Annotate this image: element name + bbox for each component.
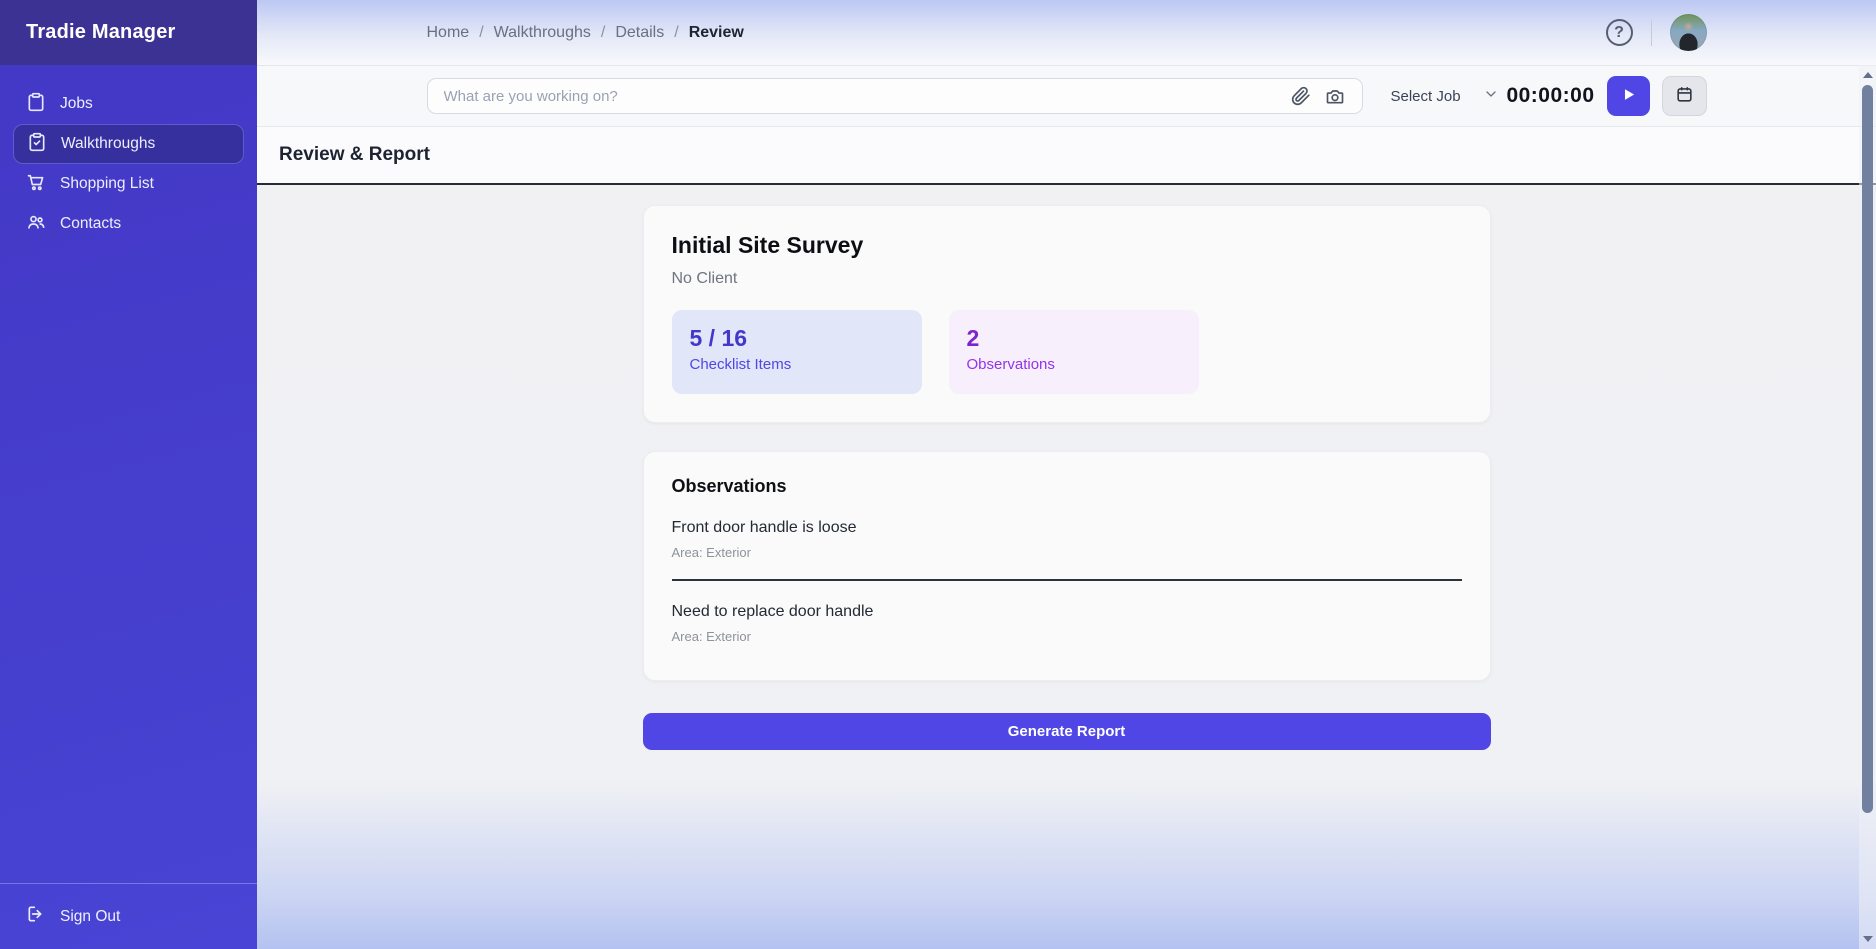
scrollbar-up-arrow[interactable] [1859,67,1876,83]
logout-icon [26,904,46,929]
timer-group: 00:00:00 [1506,76,1707,116]
scrollbar-down-arrow[interactable] [1859,931,1876,947]
calendar-icon [1675,85,1694,107]
checklist-stat-value: 5 / 16 [689,325,748,351]
breadcrumb-current: Review [688,23,744,41]
clipboard-check-icon [27,132,47,157]
observation-area: Area: Exterior [671,629,751,644]
sidebar-item-jobs[interactable]: Jobs [13,84,244,124]
observation-area: Area: Exterior [671,545,751,560]
survey-summary-card: Initial Site Survey No Client 5 / 16 Che… [642,205,1491,423]
sidebar-item-label: Contacts [60,215,122,232]
sidebar-item-label: Shopping List [60,175,154,192]
header-divider [1650,19,1652,46]
calendar-button[interactable] [1661,76,1707,116]
sidebar: Tradie Manager Jobs Walkthroughs Shoppin… [0,0,257,949]
start-timer-button[interactable] [1606,76,1650,116]
page-title: Review & Report [279,144,430,165]
content-area: Home / Walkthroughs / Details / Review ? [257,0,1876,949]
section-header: Review & Report [257,127,1876,185]
camera-icon[interactable] [1325,86,1345,106]
observations-card: Observations Front door handle is loose … [642,451,1491,681]
task-input[interactable] [426,78,1363,114]
survey-client: No Client [671,270,738,287]
sidebar-item-label: Walkthroughs [61,135,156,152]
observation-item: Front door handle is loose Area: Exterio… [672,519,1462,560]
top-header: Home / Walkthroughs / Details / Review ? [257,0,1876,66]
time-tracking-toolbar: Select Job 00:00:00 [257,66,1876,127]
breadcrumb: Home / Walkthroughs / Details / Review [427,24,744,42]
breadcrumb-details[interactable]: Details [615,23,665,41]
sidebar-item-walkthroughs[interactable]: Walkthroughs [13,124,244,164]
observations-stat: 2 Observations [948,310,1199,394]
sign-out-button[interactable]: Sign Out [0,883,257,949]
play-icon [1620,86,1637,106]
breadcrumb-separator: / [600,23,606,41]
cart-icon [26,172,46,197]
timer-display: 00:00:00 [1506,84,1595,107]
paperclip-icon[interactable] [1291,86,1311,106]
header-actions: ? [1605,14,1707,51]
sign-out-label: Sign Out [60,907,121,925]
checklist-stat: 5 / 16 Checklist Items [671,310,922,394]
select-job-label: Select Job [1390,87,1461,105]
observations-stat-label: Observations [966,356,1055,373]
users-icon [26,212,46,237]
sidebar-item-shopping-list[interactable]: Shopping List [13,164,244,204]
checklist-stat-label: Checklist Items [689,356,792,373]
user-avatar[interactable] [1669,14,1707,51]
observations-title: Observations [671,476,787,496]
observation-text: Need to replace door handle [671,603,874,620]
breadcrumb-walkthroughs[interactable]: Walkthroughs [493,23,591,41]
breadcrumb-home[interactable]: Home [426,23,470,41]
select-job-dropdown[interactable]: Select Job [1391,86,1499,106]
observation-text: Front door handle is loose [671,519,857,536]
chevron-down-icon [1483,86,1499,106]
breadcrumb-separator: / [674,23,679,41]
observation-divider [671,579,1462,581]
stats-row: 5 / 16 Checklist Items 2 Observations [671,310,1462,394]
task-input-wrap [426,78,1363,114]
app-title: Tradie Manager [26,21,176,43]
generate-report-button[interactable]: Generate Report [642,713,1491,750]
sidebar-nav: Jobs Walkthroughs Shopping List Contacts [0,65,257,244]
survey-title: Initial Site Survey [671,232,864,258]
clipboard-icon [26,92,46,117]
app-logo: Tradie Manager [0,0,257,65]
scrollbar-thumb[interactable] [1862,85,1873,813]
breadcrumb-separator: / [479,23,484,41]
vertical-scrollbar[interactable] [1859,65,1876,949]
sidebar-spacer [0,244,257,883]
observation-item: Need to replace door handle Area: Exteri… [672,603,1462,644]
sidebar-item-contacts[interactable]: Contacts [13,204,244,244]
help-icon[interactable]: ? [1605,19,1633,46]
main-content: Initial Site Survey No Client 5 / 16 Che… [257,185,1876,949]
sidebar-item-label: Jobs [60,95,93,112]
observations-stat-value: 2 [966,325,980,351]
